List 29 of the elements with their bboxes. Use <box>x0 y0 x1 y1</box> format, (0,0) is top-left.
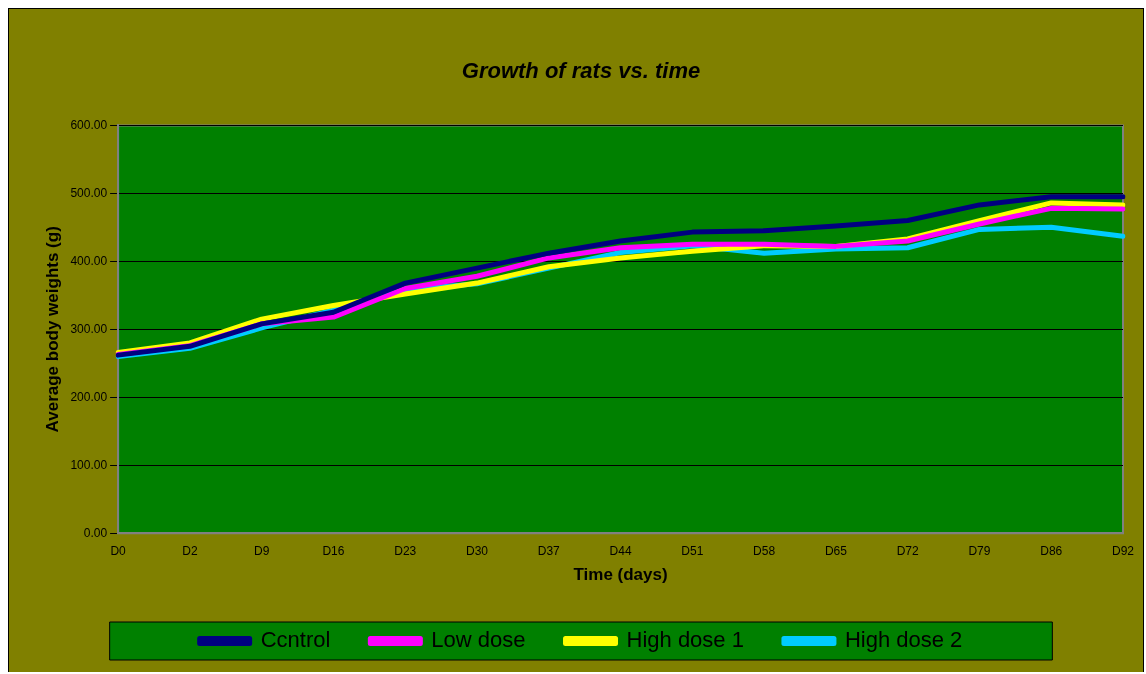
x-tick-label: D16 <box>322 543 345 558</box>
legend-label: High dose 1 <box>626 627 744 653</box>
x-axis-title: Time (days) <box>573 565 668 585</box>
y-tick-label: 100.00 <box>70 457 108 472</box>
x-tick-label: D2 <box>182 543 198 558</box>
x-tick-label: D92 <box>1111 543 1135 558</box>
legend-label: High dose 2 <box>844 627 963 653</box>
legend-label: Low dose <box>431 627 526 653</box>
x-tick-label: D72 <box>896 543 919 558</box>
y-tick-label: 0.00 <box>83 525 108 540</box>
y-axis-title: Average body weights (g) <box>42 226 62 433</box>
y-tick-label: 300.00 <box>70 321 108 336</box>
legend-label: Ccntrol <box>260 627 331 653</box>
x-tick-label: D79 <box>968 543 991 558</box>
y-tick-label: 400.00 <box>70 253 108 268</box>
x-tick-label: D30 <box>465 543 489 558</box>
x-tick-label: D0 <box>110 543 127 558</box>
x-tick-label: D65 <box>824 543 848 558</box>
x-tick-label: D51 <box>681 543 704 558</box>
chart-title: Growth of rats vs. time <box>461 58 701 84</box>
x-tick-label: D86 <box>1040 543 1063 558</box>
x-tick-label: D37 <box>537 543 561 558</box>
x-tick-label: D58 <box>753 543 776 558</box>
x-tick-label: D44 <box>609 543 632 558</box>
x-tick-label: D23 <box>394 543 417 558</box>
x-tick-label: D9 <box>253 543 270 558</box>
y-tick-label: 600.00 <box>70 117 108 132</box>
y-tick-label: 500.00 <box>70 185 108 200</box>
y-tick-label: 200.00 <box>70 389 108 404</box>
